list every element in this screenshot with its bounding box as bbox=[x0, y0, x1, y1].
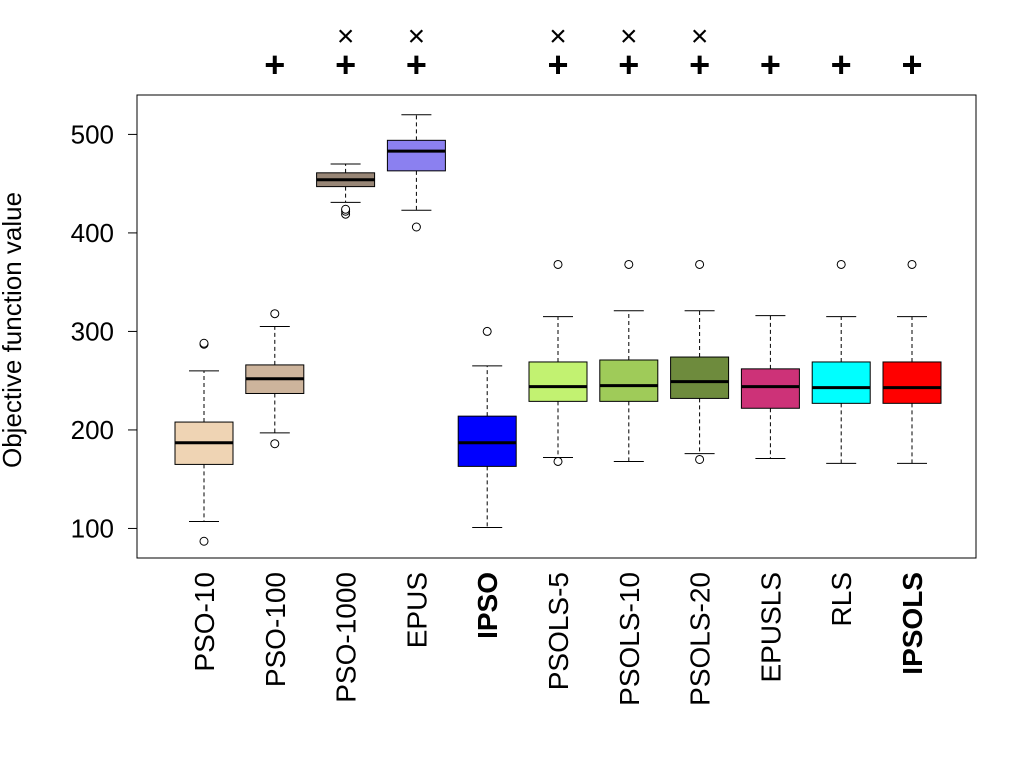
plus-marker: + bbox=[547, 44, 568, 85]
iqr-box bbox=[528, 361, 588, 402]
outlier-point bbox=[270, 309, 280, 319]
outlier-point bbox=[553, 259, 563, 269]
boxes bbox=[174, 114, 942, 546]
significance-markers: + +×+×+×+×+×+ + + bbox=[264, 20, 922, 85]
iqr-box bbox=[882, 361, 942, 404]
box-pso-1000 bbox=[316, 163, 376, 219]
y-axis-label: Objective function value bbox=[0, 192, 27, 468]
y-tick-label: 400 bbox=[71, 218, 114, 248]
box-ipso bbox=[457, 326, 517, 528]
cross-marker: × bbox=[691, 20, 709, 53]
plus-marker: + bbox=[901, 44, 922, 85]
iqr-box bbox=[811, 361, 871, 404]
x-tick-label: EPUSLS bbox=[755, 572, 786, 683]
outlier-point bbox=[907, 259, 917, 269]
x-tick-label: IPSOLS bbox=[897, 572, 928, 675]
x-tick-label: IPSO bbox=[472, 572, 503, 639]
outlier-point bbox=[553, 456, 563, 466]
x-tick-label: EPUS bbox=[401, 572, 432, 648]
outlier-point bbox=[270, 439, 280, 449]
y-tick-label: 300 bbox=[71, 316, 114, 346]
x-tick-label: RLS bbox=[826, 572, 857, 626]
iqr-box bbox=[670, 356, 730, 399]
iqr-box bbox=[386, 139, 446, 172]
x-tick-label: PSOLS-20 bbox=[685, 572, 716, 706]
outlier-point bbox=[199, 536, 209, 546]
box-psols-5 bbox=[528, 259, 588, 466]
plus-marker: + bbox=[406, 44, 427, 85]
cross-marker: × bbox=[408, 20, 426, 53]
plus-marker: + bbox=[760, 44, 781, 85]
box-epus bbox=[386, 114, 446, 232]
y-tick-label: 100 bbox=[71, 513, 114, 543]
plus-marker: + bbox=[335, 44, 356, 85]
outlier-point bbox=[695, 454, 705, 464]
box-rls bbox=[811, 259, 871, 464]
x-tick-label: PSOLS-5 bbox=[543, 572, 574, 690]
x-axis-labels: PSO-10 PSO-100 PSO-1000 EPUS IPSO PSOLS-5 PSOL… bbox=[189, 572, 928, 706]
x-tick-label: PSOLS-10 bbox=[614, 572, 645, 706]
plus-marker: + bbox=[264, 44, 285, 85]
cross-marker: × bbox=[620, 20, 638, 53]
y-axis: 100 200 300 400 500 bbox=[71, 119, 138, 543]
x-tick-label: PSO-10 bbox=[189, 572, 220, 672]
outlier-point bbox=[482, 326, 492, 336]
box-ipsols bbox=[882, 259, 942, 464]
box-epusls bbox=[740, 315, 800, 460]
x-tick-label: PSO-100 bbox=[260, 572, 291, 687]
outlier-point bbox=[341, 204, 351, 214]
box-psols-10 bbox=[599, 259, 659, 462]
cross-marker: × bbox=[549, 20, 567, 53]
outlier-point bbox=[411, 222, 421, 232]
iqr-box bbox=[599, 359, 659, 402]
outlier-point bbox=[199, 338, 209, 348]
plus-marker: + bbox=[689, 44, 710, 85]
plus-marker: + bbox=[618, 44, 639, 85]
box-pso-10 bbox=[174, 338, 234, 546]
plus-marker: + bbox=[831, 44, 852, 85]
x-tick-label: PSO-1000 bbox=[331, 572, 362, 703]
cross-marker: × bbox=[337, 20, 355, 53]
outlier-point bbox=[624, 259, 634, 269]
outlier-point bbox=[695, 259, 705, 269]
box-psols-20 bbox=[670, 259, 730, 464]
iqr-box bbox=[740, 368, 800, 409]
y-tick-label: 200 bbox=[71, 415, 114, 445]
outlier-point bbox=[836, 259, 846, 269]
box-pso-100 bbox=[245, 309, 305, 449]
y-tick-label: 500 bbox=[71, 119, 114, 149]
